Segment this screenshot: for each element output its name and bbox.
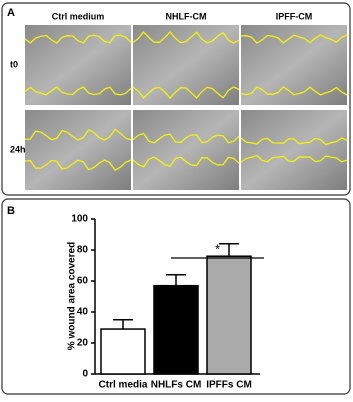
y-axis-label: % wound area covered	[67, 242, 78, 350]
x-tick-label: IPFFs CM	[206, 380, 252, 391]
wound-edge	[240, 34, 348, 44]
x-tick-label: NHLFs CM	[151, 380, 202, 391]
bar	[100, 328, 146, 375]
wound-edge	[24, 34, 132, 44]
micrograph	[25, 110, 131, 190]
wound-edge	[132, 156, 240, 168]
significance-star: *	[215, 241, 220, 256]
wound-edge	[24, 86, 132, 96]
column-header: Ctrl medium	[52, 11, 105, 21]
bar	[153, 284, 199, 375]
panel-label: A	[7, 7, 15, 19]
y-tick-label: 40	[77, 307, 89, 318]
wound-edge	[24, 128, 132, 141]
wound-edge	[132, 132, 240, 144]
y-tick-label: 20	[77, 338, 89, 349]
micrograph	[241, 110, 347, 190]
wound-edge	[240, 86, 348, 96]
panel-b-frame	[1, 198, 351, 395]
wound-edge	[240, 137, 348, 146]
panel-a-frame	[1, 2, 351, 196]
column-header: NHLF-CM	[166, 11, 207, 21]
micrograph	[241, 25, 347, 105]
wound-edge	[240, 154, 348, 163]
panel-label: B	[7, 205, 15, 217]
y-tick-label: 100	[71, 214, 88, 225]
x-tick-label: Ctrl media	[99, 380, 148, 391]
wound-edge	[132, 31, 240, 44]
wound-edge	[24, 159, 132, 172]
y-tick-label: 0	[82, 369, 88, 380]
y-tick-label: 80	[77, 245, 89, 256]
wound-edge	[132, 86, 240, 99]
row-label: 24h	[10, 144, 26, 154]
micrograph	[133, 110, 239, 190]
y-tick-label: 60	[77, 276, 89, 287]
row-label: t0	[10, 59, 18, 69]
column-header: IPFF-CM	[276, 11, 313, 21]
bar	[206, 255, 252, 375]
